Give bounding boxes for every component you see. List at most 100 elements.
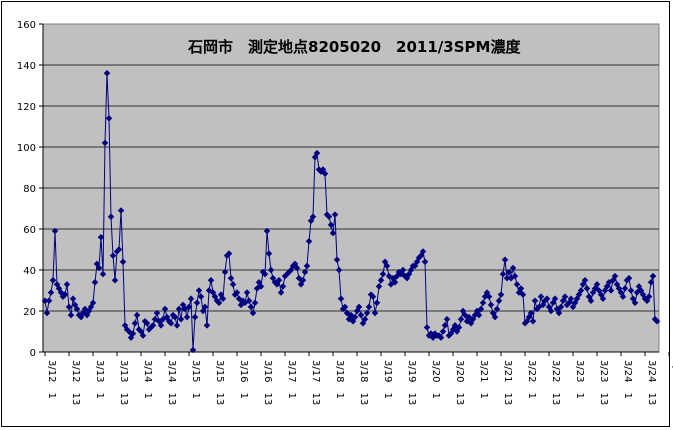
data-point	[149, 321, 157, 329]
x-tick-label-16: 3/20 1	[430, 360, 441, 399]
y-tick-label-0: 0	[30, 348, 36, 359]
data-point	[99, 270, 107, 278]
x-tick-label-10: 3/17 1	[286, 360, 297, 399]
data-point	[621, 285, 629, 292]
y-tick-label-120: 120	[17, 102, 36, 113]
data-point	[363, 309, 371, 317]
data-point	[497, 291, 505, 298]
data-point	[275, 276, 283, 284]
x-tick-label-7: 3/15 13	[214, 360, 225, 405]
data-point	[49, 276, 57, 284]
data-point	[201, 303, 209, 311]
data-point	[101, 139, 109, 147]
data-point	[277, 289, 285, 296]
data-point	[243, 289, 251, 296]
data-point	[249, 309, 257, 317]
data-point	[375, 283, 383, 290]
data-point	[457, 315, 465, 323]
data-point	[257, 283, 265, 290]
x-axis: 3/12 1 3/12 13 3/13 1 3/13 13 3/14 1 3/14 13 3…	[43, 351, 673, 405]
data-point	[555, 309, 563, 317]
x-tick-label-5: 3/14 13	[166, 360, 177, 405]
data-point	[313, 149, 321, 157]
data-point	[419, 248, 427, 255]
data-point	[513, 280, 521, 288]
chart-title: 石岡市 測定地点8205020 2011/3SPM濃度	[187, 38, 521, 56]
data-point	[335, 266, 343, 274]
data-point	[203, 321, 211, 329]
data-point	[371, 309, 379, 317]
data-point	[355, 303, 363, 311]
data-point	[133, 311, 141, 319]
x-tick-label-17: 3/20 13	[454, 360, 465, 405]
x-tick-label-26: 3/25 1	[670, 360, 673, 399]
data-point	[499, 270, 507, 278]
data-point	[105, 114, 113, 122]
x-tick-label-19: 3/21 13	[502, 360, 513, 405]
data-point	[501, 256, 509, 264]
x-tick-label-14: 3/19 1	[382, 360, 393, 399]
data-point	[173, 321, 181, 329]
data-point	[103, 69, 111, 77]
data-point	[245, 297, 253, 305]
data-point	[583, 285, 591, 292]
x-tick-label-8: 3/16 1	[238, 360, 249, 399]
data-point	[327, 221, 335, 229]
data-point	[175, 305, 183, 313]
data-point	[45, 297, 53, 305]
data-point	[321, 170, 329, 178]
y-tick-label-40: 40	[23, 266, 36, 277]
data-point	[115, 246, 123, 253]
data-point	[63, 280, 71, 288]
data-point	[509, 264, 517, 272]
data-point	[645, 293, 653, 301]
data-point	[437, 334, 445, 342]
data-point	[119, 258, 127, 266]
data-point	[189, 346, 197, 354]
data-point	[487, 301, 495, 309]
y-tick-label-20: 20	[23, 307, 36, 318]
data-point	[233, 289, 241, 296]
data-point	[293, 264, 301, 272]
data-point	[185, 303, 193, 311]
data-point	[61, 291, 69, 298]
x-tick-label-15: 3/19 13	[406, 360, 417, 405]
data-point	[557, 303, 565, 311]
data-point	[331, 211, 339, 219]
y-tick-label-140: 140	[17, 61, 36, 72]
data-point	[423, 324, 431, 331]
data-point	[265, 250, 273, 257]
data-point	[619, 293, 627, 301]
data-point	[547, 307, 555, 315]
data-point	[531, 297, 539, 305]
data-point	[51, 227, 59, 235]
data-point	[519, 291, 527, 298]
x-tick-label-6: 3/15 1	[190, 360, 201, 399]
data-point	[357, 311, 365, 319]
data-point	[215, 299, 223, 307]
x-tick-label-18: 3/21 1	[478, 360, 489, 399]
data-point	[107, 213, 115, 221]
data-point	[577, 287, 585, 294]
x-tick-label-25: 3/24 13	[646, 360, 657, 405]
data-point	[191, 313, 199, 321]
series-layer	[41, 69, 661, 354]
data-point	[167, 319, 175, 327]
data-point	[543, 295, 551, 303]
data-point	[495, 297, 503, 305]
data-point	[97, 233, 105, 241]
data-point	[561, 293, 569, 301]
data-point	[305, 237, 313, 245]
data-point	[599, 295, 607, 303]
data-point	[207, 276, 215, 284]
data-point	[89, 299, 97, 307]
data-point	[65, 303, 73, 311]
data-point	[493, 305, 501, 313]
data-point	[611, 272, 619, 280]
data-point	[421, 258, 429, 266]
y-tick-label-80: 80	[23, 184, 36, 195]
data-point	[391, 278, 399, 286]
data-point	[67, 311, 75, 319]
data-point	[261, 270, 269, 278]
